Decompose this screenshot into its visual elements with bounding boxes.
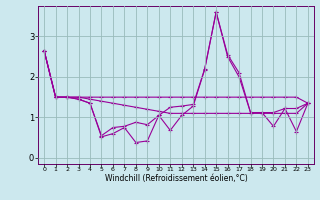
X-axis label: Windchill (Refroidissement éolien,°C): Windchill (Refroidissement éolien,°C) <box>105 174 247 183</box>
